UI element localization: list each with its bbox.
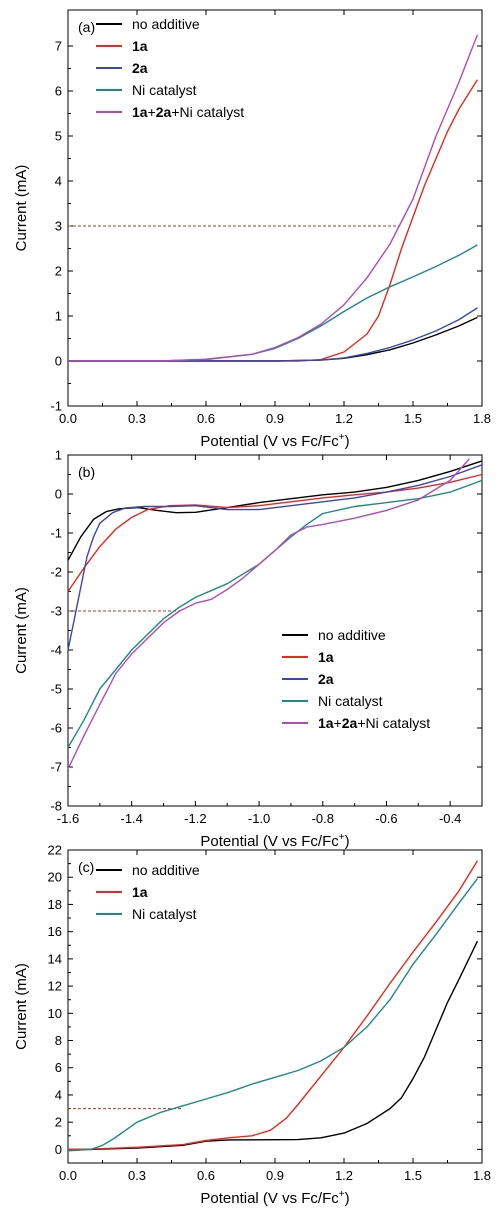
y-tick-label: 0 <box>55 487 62 502</box>
legend-entry-1a: 1a <box>132 884 148 900</box>
x-tick-label: 0.0 <box>59 411 77 426</box>
y-tick-label: 1 <box>55 448 62 463</box>
y-tick-label: 1 <box>55 309 62 324</box>
y-tick-label: 22 <box>48 843 62 858</box>
y-tick-label: 6 <box>55 84 62 99</box>
y-tick-label: 18 <box>48 897 62 912</box>
y-axis-label: Current (mA) <box>13 165 30 252</box>
x-tick-label: 0.3 <box>128 411 146 426</box>
y-tick-label: 0 <box>55 354 62 369</box>
y-tick-label: 8 <box>55 1033 62 1048</box>
plot-frame <box>67 9 483 407</box>
series-line-1a <box>67 860 478 1151</box>
legend-entry-2a: 2a <box>132 60 148 76</box>
panel-label: (b) <box>78 464 95 480</box>
y-tick-label: 20 <box>48 870 62 885</box>
legend-entry-no_additive: no additive <box>132 862 200 878</box>
series-line-ni <box>68 244 478 362</box>
y-tick-label: 5 <box>55 129 62 144</box>
legend: no additive 1a 2a Ni catalyst 1a+2a+Ni catal… <box>96 16 244 120</box>
y-tick-label: 7 <box>55 39 62 54</box>
legend-entry-ni: Ni catalyst <box>132 906 197 922</box>
x-tick-label: -1.2 <box>184 811 206 826</box>
legend-entry-2a: 2a <box>318 671 334 687</box>
y-tick-label: -6 <box>50 721 62 736</box>
series-line-1a <box>67 473 483 592</box>
legend-entry-no_additive: no additive <box>318 627 386 643</box>
series-line-combo <box>67 458 470 770</box>
x-tick-label: 0.3 <box>128 1168 146 1183</box>
x-tick-label: 1.5 <box>404 1168 422 1183</box>
legend-entry-1a: 1a <box>318 649 334 665</box>
x-axis-label: Potential (V vs Fc/Fc+) <box>200 432 349 450</box>
x-tick-label: 1.8 <box>473 1168 491 1183</box>
x-tick-label: 0.6 <box>197 411 215 426</box>
y-tick-label: 2 <box>55 1115 62 1130</box>
x-tick-label: -1.4 <box>120 811 142 826</box>
y-tick-label: -4 <box>50 643 62 658</box>
x-tick-label: 0.9 <box>266 1168 284 1183</box>
x-tick-label: 1.5 <box>404 411 422 426</box>
x-tick-label: 0.9 <box>266 411 284 426</box>
y-tick-label: -2 <box>50 565 62 580</box>
y-tick-label: 16 <box>48 924 62 939</box>
y-tick-label: -1 <box>50 399 62 414</box>
legend-entry-no_additive: no additive <box>132 16 200 32</box>
chart-panel-1: 0.0 0.3 0.6 0.9 1.2 1.5 1.8 -1 0 1 2 3 4 5 6 7 Potential… <box>13 9 491 450</box>
series-line-combo <box>68 34 479 362</box>
x-tick-label: -0.4 <box>439 811 461 826</box>
chart-panel-3: 0.0 0.3 0.6 0.9 1.2 1.5 1.8 0 2 4 6 8 10 12 14 16 18 20 22… <box>13 843 491 1208</box>
y-tick-label: 2 <box>55 264 62 279</box>
y-tick-label: -1 <box>50 526 62 541</box>
legend: no additive 1a 2a Ni catalyst 1a+2a+Ni catal… <box>282 627 430 731</box>
x-tick-label: -0.6 <box>375 811 397 826</box>
panel-label: (a) <box>78 19 95 35</box>
x-tick-label: 1.2 <box>335 1168 353 1183</box>
series-line-ni <box>67 479 483 748</box>
legend-entry-ni: Ni catalyst <box>132 82 197 98</box>
y-tick-label: -7 <box>50 760 62 775</box>
y-tick-label: 14 <box>48 951 62 966</box>
legend-entry-combo: 1a+2a+Ni catalyst <box>132 104 244 120</box>
y-tick-label: 12 <box>48 979 62 994</box>
legend-entry-1a: 1a <box>132 38 148 54</box>
legend-entry-combo: 1a+2a+Ni catalyst <box>318 715 430 731</box>
y-tick-label: -3 <box>50 604 62 619</box>
series-line-no_additive <box>68 940 479 1151</box>
y-tick-label: 6 <box>55 1060 62 1075</box>
x-tick-label: 1.8 <box>473 411 491 426</box>
series-line-no_additive <box>67 460 483 561</box>
y-tick-label: 4 <box>55 174 62 189</box>
series-line-2a <box>67 464 483 651</box>
x-axis-label: Potential (V vs Fc/Fc+) <box>200 1189 349 1207</box>
x-axis-label: Potential (V vs Fc/Fc+) <box>200 832 349 850</box>
series-line-ni <box>67 878 478 1152</box>
y-axis-label: Current (mA) <box>13 587 30 674</box>
series-line-2a <box>68 307 478 362</box>
y-tick-label: 0 <box>55 1142 62 1157</box>
x-tick-label: -1.6 <box>57 811 79 826</box>
legend: no additive 1a Ni catalyst <box>96 862 200 922</box>
y-tick-label: -8 <box>50 799 62 814</box>
y-tick-label: 3 <box>55 219 62 234</box>
legend-entry-ni: Ni catalyst <box>318 693 383 709</box>
y-tick-label: -5 <box>50 682 62 697</box>
y-axis-label: Current (mA) <box>13 963 30 1050</box>
y-tick-label: 10 <box>48 1006 62 1021</box>
x-tick-label: 0.0 <box>59 1168 77 1183</box>
plot-frame <box>67 849 483 1164</box>
series-line-1a <box>68 79 478 362</box>
y-tick-label: 4 <box>55 1087 62 1102</box>
x-tick-label: 1.2 <box>335 411 353 426</box>
panel-label: (c) <box>78 859 94 875</box>
x-tick-label: -0.8 <box>312 811 334 826</box>
x-tick-label: -1.0 <box>248 811 270 826</box>
x-tick-label: 0.6 <box>197 1168 215 1183</box>
chart-panel-2: -1.6 -1.4 -1.2 -1.0 -0.8 -0.6 -0.4 -8 -7 -6 -5 -4 -3… <box>13 448 483 850</box>
